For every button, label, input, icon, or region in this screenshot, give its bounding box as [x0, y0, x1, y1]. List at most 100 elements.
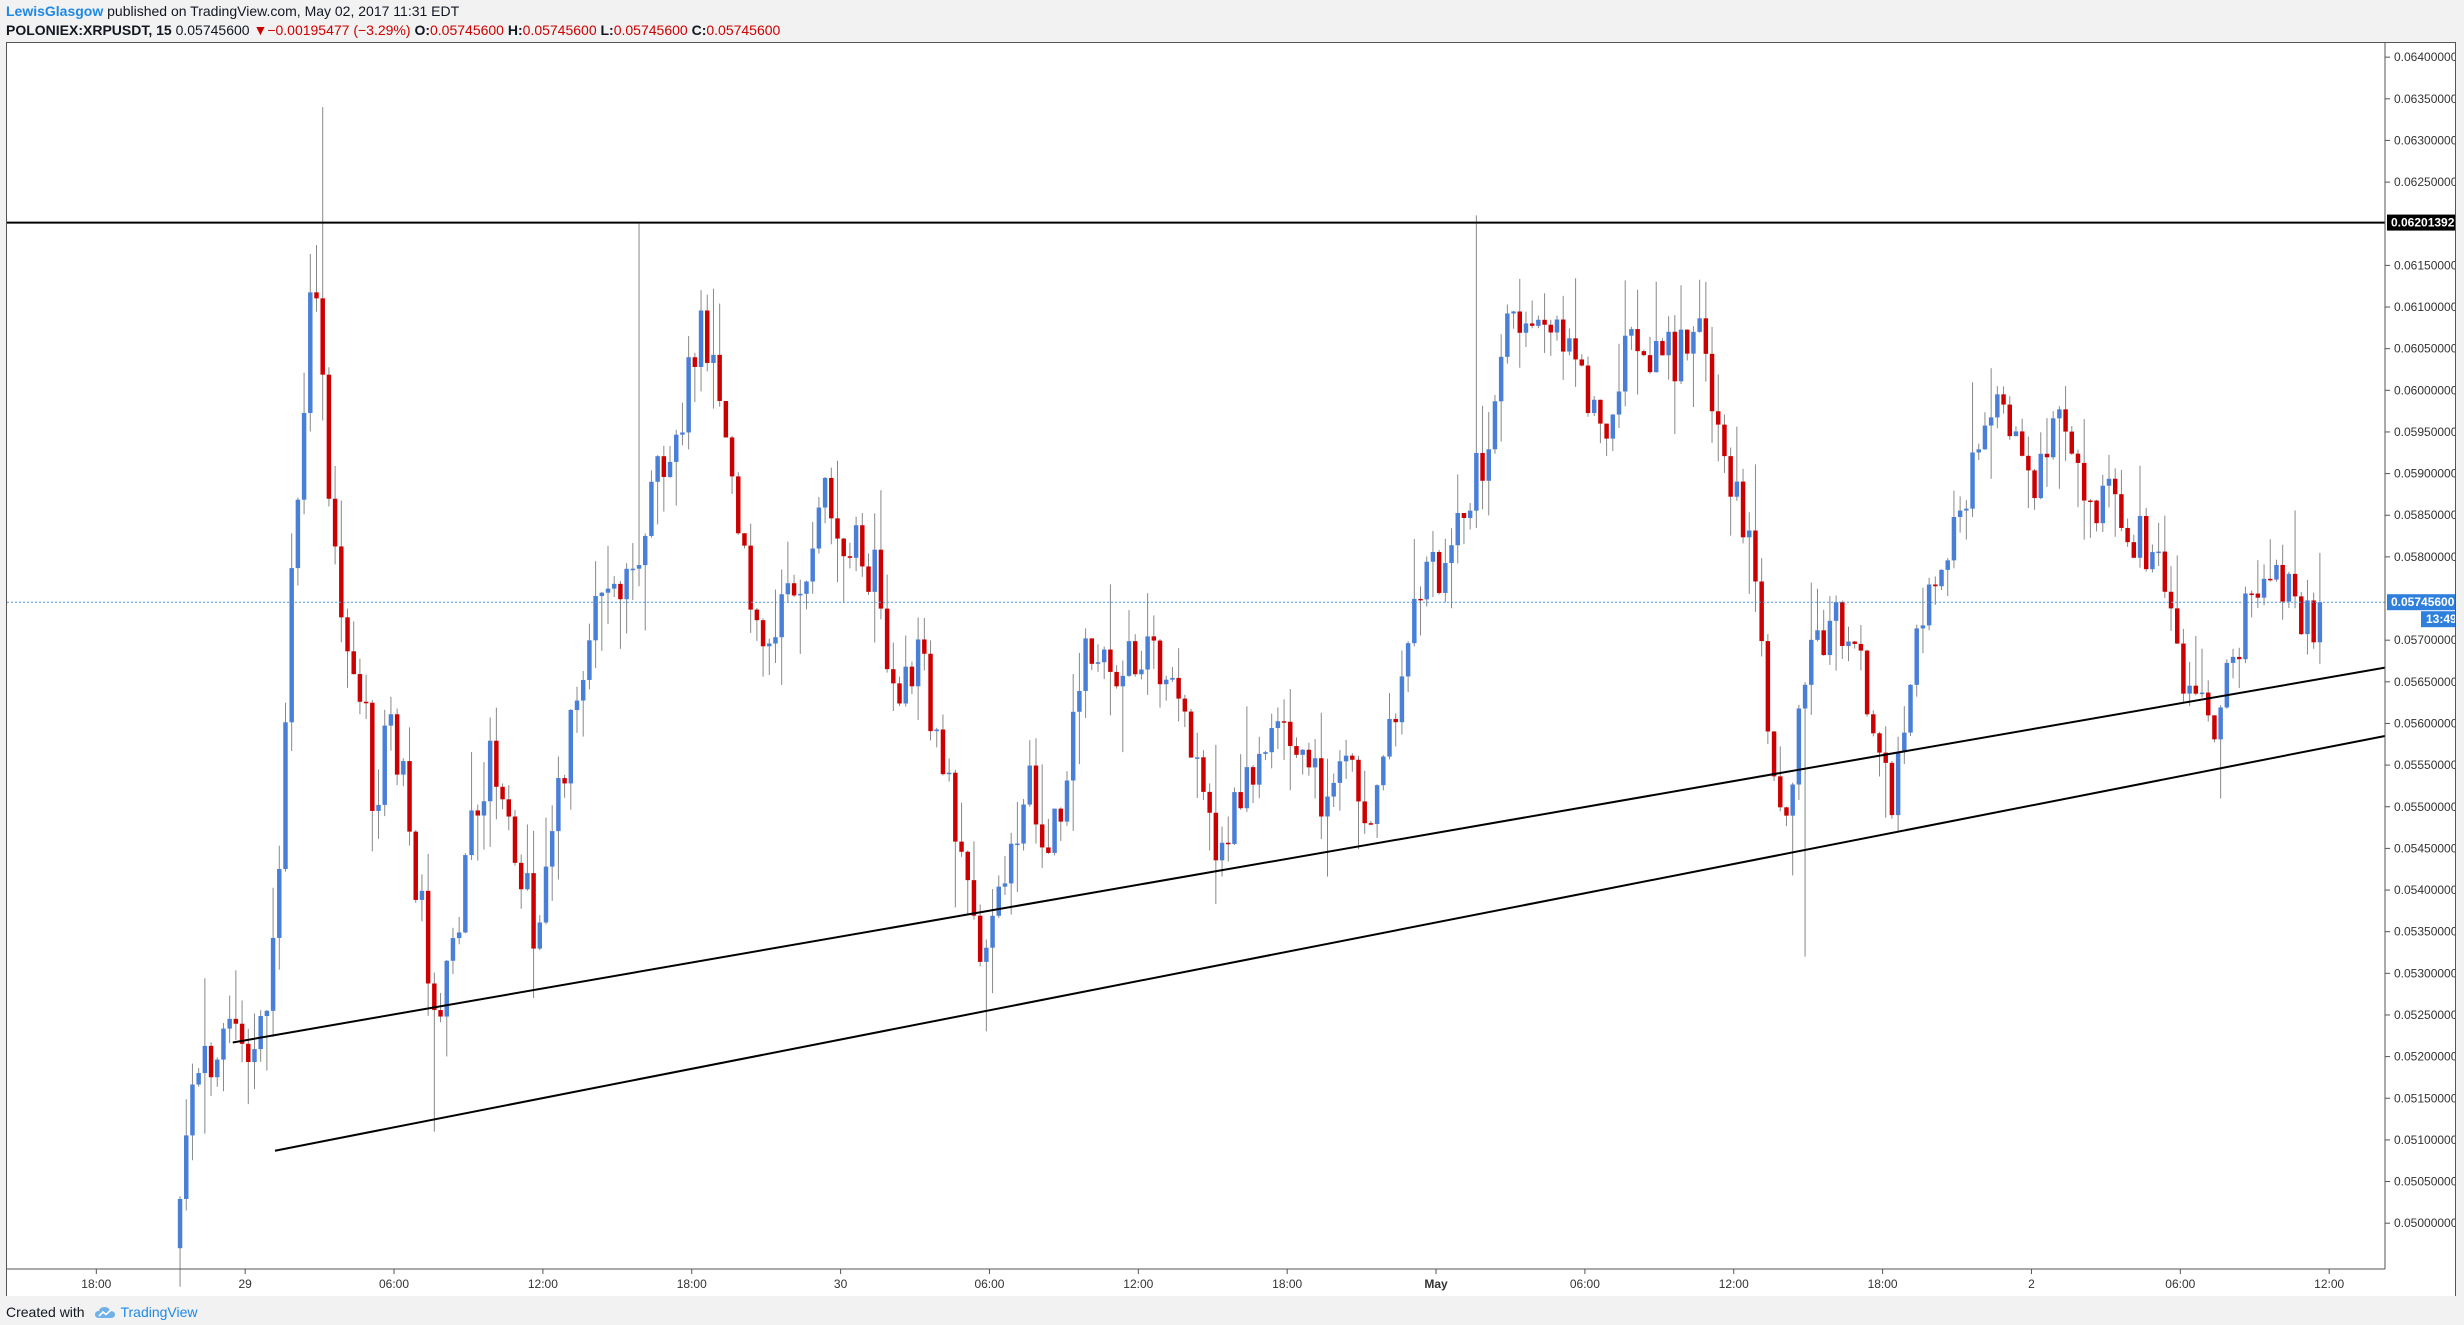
time-tick-label: May	[1424, 1277, 1448, 1291]
time-tick-label: 12:00	[1123, 1277, 1153, 1291]
candle-up	[215, 1059, 220, 1078]
candle-up	[277, 868, 282, 938]
candle-up	[655, 456, 660, 482]
candle-up	[388, 714, 394, 726]
candle-up	[1126, 641, 1132, 676]
candle-up	[1027, 765, 1033, 805]
price-tick-label: 0.05100000	[2394, 1133, 2455, 1147]
candle-down	[1033, 765, 1039, 825]
candle-down	[1288, 721, 1293, 747]
author-link[interactable]: LewisGlasgow	[6, 3, 104, 19]
candle-up	[1629, 329, 1634, 336]
candle-down	[1350, 755, 1355, 760]
candle-up	[283, 722, 288, 869]
candle-down	[1114, 671, 1119, 687]
symbol-label[interactable]: POLONIEX:XRPUSDT, 15	[6, 22, 172, 38]
candle-down	[345, 617, 350, 652]
candle-up	[1970, 452, 1975, 509]
candle-down	[1598, 399, 1603, 424]
candle-up	[184, 1135, 189, 1199]
time-tick-label: 30	[834, 1277, 848, 1291]
candle-up	[1802, 684, 1808, 709]
candle-down	[2311, 600, 2316, 643]
candle-down	[1436, 551, 1442, 593]
resistance-price-label: 0.06201392	[2391, 216, 2455, 230]
candle-down	[1089, 638, 1095, 664]
candle-down	[2069, 431, 2075, 454]
candle-up	[1077, 690, 1082, 712]
candle-up	[2106, 478, 2112, 486]
candle-up	[1610, 414, 1616, 439]
candle-down	[413, 831, 418, 900]
candle-down	[2088, 500, 2093, 503]
candle-up	[1833, 602, 1839, 621]
candle-down	[748, 545, 753, 610]
plot-area	[7, 43, 2385, 1269]
time-tick-label: 12:00	[2314, 1277, 2344, 1291]
countdown-label: 13:49	[2426, 612, 2455, 626]
candle-down	[1716, 411, 1721, 425]
candle-up	[1381, 756, 1386, 786]
candle-down	[1877, 733, 1882, 753]
price-tick-label: 0.05000000	[2394, 1216, 2455, 1230]
candle-up	[798, 593, 803, 596]
candle-down	[394, 714, 400, 775]
candle-down	[891, 669, 896, 684]
time-tick-label: 18:00	[1868, 1277, 1898, 1291]
candle-up	[1325, 796, 1330, 817]
candle-down	[326, 374, 332, 499]
candle-down	[2094, 500, 2099, 524]
down-arrow-icon: ▼	[253, 22, 268, 38]
candle-up	[2317, 602, 2323, 643]
candle-down	[363, 701, 369, 704]
candle-up	[698, 310, 704, 367]
candle-up	[1734, 481, 1740, 497]
candle-up	[1697, 318, 1702, 332]
price-tick-label: 0.05850000	[2394, 508, 2455, 522]
candle-down	[233, 1018, 239, 1024]
price-tick-label: 0.05450000	[2394, 841, 2455, 855]
chart-frame[interactable]: 0.06400000 0.06350000 0.06300000 0.06250000…	[6, 42, 2456, 1300]
price-tick-label: 0.05800000	[2394, 550, 2455, 564]
candle-down	[1201, 757, 1206, 792]
candle-down	[506, 799, 512, 817]
drawings-layer	[7, 221, 2386, 1152]
candle-down	[860, 525, 865, 567]
candle-up	[444, 960, 449, 1017]
candle-up	[264, 1010, 270, 1017]
candle-down	[1213, 812, 1219, 861]
candle-down	[1058, 808, 1064, 822]
candle-down	[2032, 470, 2037, 499]
candle-up	[2274, 564, 2279, 580]
candlestick-chart[interactable]: 0.06400000 0.06350000 0.06300000 0.06250000…	[7, 43, 2455, 1299]
time-tick-label: 12:00	[528, 1277, 558, 1291]
candle-up	[1908, 684, 1913, 733]
candle-down	[1883, 752, 1888, 763]
candle-down	[531, 873, 536, 949]
candle-up	[1895, 752, 1901, 816]
tradingview-brand[interactable]: TradingView	[120, 1304, 198, 1320]
candle-down	[2249, 593, 2254, 596]
price-tick-label: 0.06300000	[2394, 133, 2455, 147]
candle-up	[1957, 510, 1963, 517]
candle-down	[2112, 478, 2118, 495]
candle-down	[723, 400, 729, 438]
candle-up	[1430, 551, 1436, 562]
candle-up	[1139, 669, 1144, 675]
trend-line-1	[232, 666, 2386, 1044]
candle-up	[1964, 508, 1969, 511]
candle-up	[227, 1018, 232, 1029]
candle-up	[667, 461, 673, 477]
candle-down	[692, 357, 698, 367]
candle-up	[903, 666, 908, 704]
price-tick-label: 0.05050000	[2394, 1175, 2455, 1189]
candle-up	[611, 583, 617, 589]
candle-up	[605, 588, 611, 593]
candle-up	[295, 499, 301, 569]
candle-up	[177, 1198, 183, 1249]
candle-up	[1052, 808, 1057, 853]
candle-up	[401, 761, 406, 775]
candle-down	[2168, 591, 2174, 609]
candle-down	[1207, 791, 1212, 813]
candle-up	[537, 922, 543, 949]
